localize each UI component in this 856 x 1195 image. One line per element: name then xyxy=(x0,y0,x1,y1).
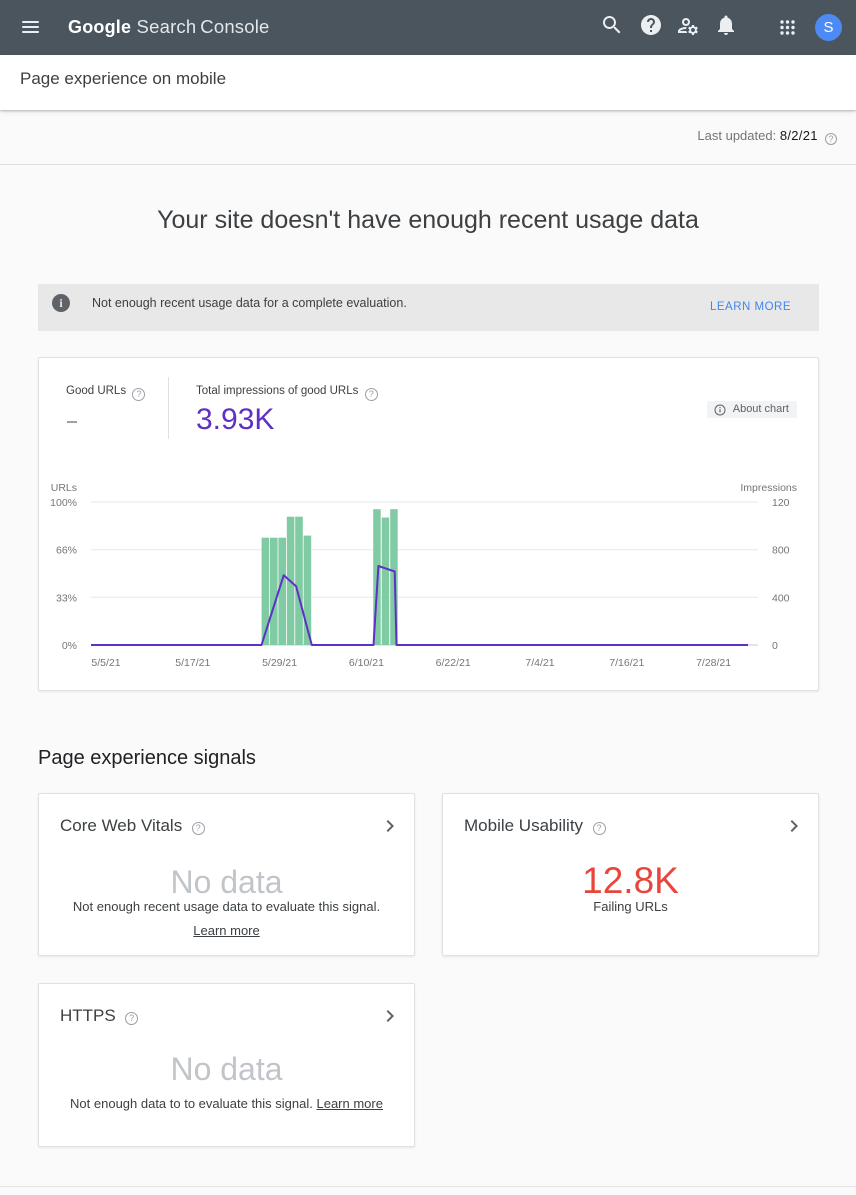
svg-text:120: 120 xyxy=(772,497,790,509)
svg-text:6/22/21: 6/22/21 xyxy=(436,657,471,669)
svg-text:5/29/21: 5/29/21 xyxy=(262,657,297,669)
svg-text:5/5/21: 5/5/21 xyxy=(91,657,120,669)
svg-text:0: 0 xyxy=(772,640,778,652)
svg-text:100%: 100% xyxy=(50,497,77,509)
svg-text:66%: 66% xyxy=(56,545,77,557)
svg-text:URLs: URLs xyxy=(51,482,77,494)
svg-text:800: 800 xyxy=(772,545,790,557)
svg-text:0%: 0% xyxy=(62,640,77,652)
svg-text:Impressions: Impressions xyxy=(740,482,797,494)
svg-text:5/17/21: 5/17/21 xyxy=(175,657,210,669)
svg-text:6/10/21: 6/10/21 xyxy=(349,657,384,669)
svg-text:7/28/21: 7/28/21 xyxy=(696,657,731,669)
svg-text:7/4/21: 7/4/21 xyxy=(525,657,554,669)
svg-text:33%: 33% xyxy=(56,592,77,604)
svg-text:7/16/21: 7/16/21 xyxy=(609,657,644,669)
svg-text:400: 400 xyxy=(772,592,790,604)
